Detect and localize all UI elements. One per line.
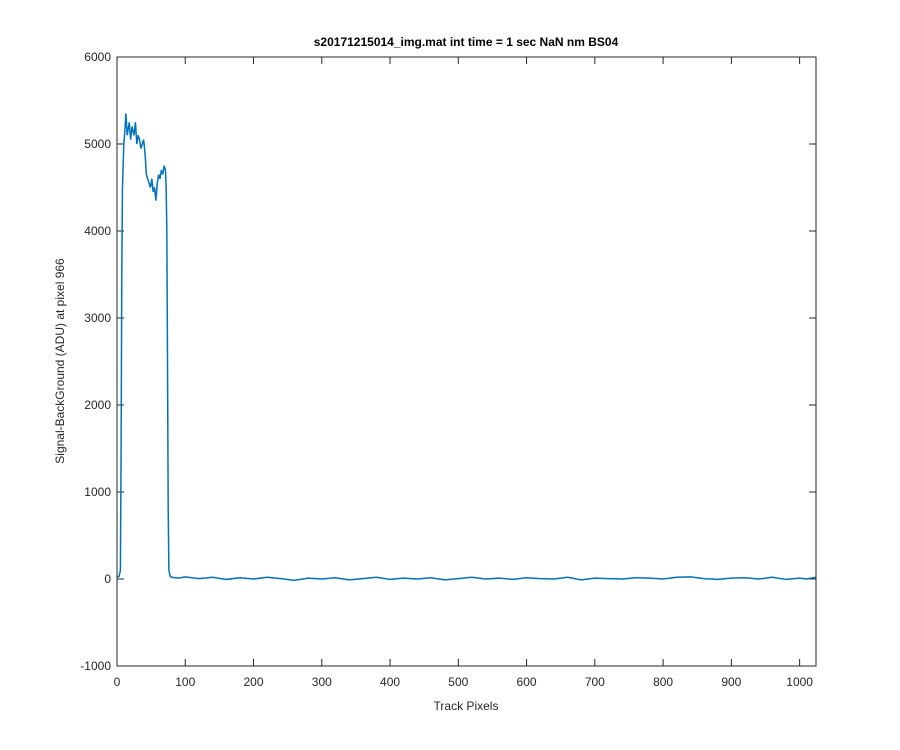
- x-axis-label: Track Pixels: [434, 699, 499, 713]
- y-axis-label: Signal-BackGround (ADU) at pixel 966: [53, 258, 67, 464]
- x-tick-label: 200: [244, 675, 264, 689]
- x-tick-label: 600: [517, 675, 537, 689]
- y-tick-label: 1000: [84, 485, 111, 499]
- x-tick-label: 1000: [786, 675, 813, 689]
- x-tick-label: 500: [448, 675, 468, 689]
- data-line: [117, 113, 817, 582]
- x-tick-label: 300: [312, 675, 332, 689]
- x-tick-label: 700: [585, 675, 605, 689]
- plot-area: 0 100 200 300 400 500 600 700 800 900 1000-1000010…: [80, 50, 817, 689]
- y-tick-label: 3000: [84, 311, 111, 325]
- y-tick-label: 5000: [84, 137, 111, 151]
- x-tick-label: 0: [114, 675, 121, 689]
- y-tick-label: -1000: [80, 659, 111, 673]
- x-tick-label: 900: [721, 675, 741, 689]
- y-tick-label: 6000: [84, 50, 111, 64]
- axes-box: [116, 56, 817, 667]
- x-tick-label: 800: [653, 675, 673, 689]
- x-tick-label: 400: [380, 675, 400, 689]
- x-tick-label: 100: [175, 675, 195, 689]
- y-tick-label: 4000: [84, 224, 111, 238]
- y-tick-label: 2000: [84, 398, 111, 412]
- y-tick-label: 0: [104, 572, 111, 586]
- chart-title: s20171215014_img.mat int time = 1 sec Na…: [314, 35, 619, 49]
